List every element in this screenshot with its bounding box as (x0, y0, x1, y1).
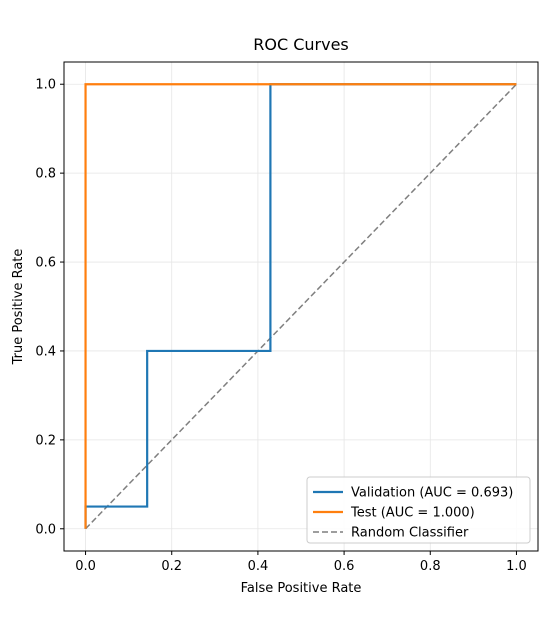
plot-area-frame (63, 61, 539, 552)
y-tick-label: 0.8 (35, 167, 56, 182)
y-axis-label: True Positive Rate (11, 249, 26, 366)
chart-title: ROC Curves (253, 35, 349, 54)
series-line-2 (85, 83, 517, 530)
legend-label-2: Random Classifier (351, 526, 469, 541)
x-tick-label: 0.2 (161, 559, 182, 574)
x-tick-label: 0.4 (248, 559, 269, 574)
x-tick-label: 1.0 (506, 559, 527, 574)
y-tick-label: 0.2 (35, 433, 56, 448)
x-tick-label: 0.6 (334, 559, 355, 574)
legend-box (306, 476, 531, 544)
x-tick-label: 0.8 (420, 559, 441, 574)
tick-layer: 0.0 0.2 0.4 0.6 0.8 1.0 0.0 0.2 0.4 0.6 0.8 1.0 (35, 78, 526, 574)
y-tick-label: 0.6 (35, 256, 56, 271)
series-layer (84, 83, 517, 530)
y-tick-label: 1.0 (35, 78, 56, 93)
y-tick-label: 0.4 (35, 344, 56, 359)
x-tick-label: 0.0 (75, 559, 96, 574)
legend-label-0: Validation (AUC = 0.693) (351, 486, 513, 501)
series-line-1 (84, 83, 517, 529)
x-axis-label: False Positive Rate (241, 581, 362, 596)
legend: Validation (AUC = 0.693) Test (AUC = 1.00… (306, 476, 531, 544)
y-tick-label: 0.0 (35, 522, 56, 537)
legend-label-1: Test (AUC = 1.000) (350, 506, 475, 521)
